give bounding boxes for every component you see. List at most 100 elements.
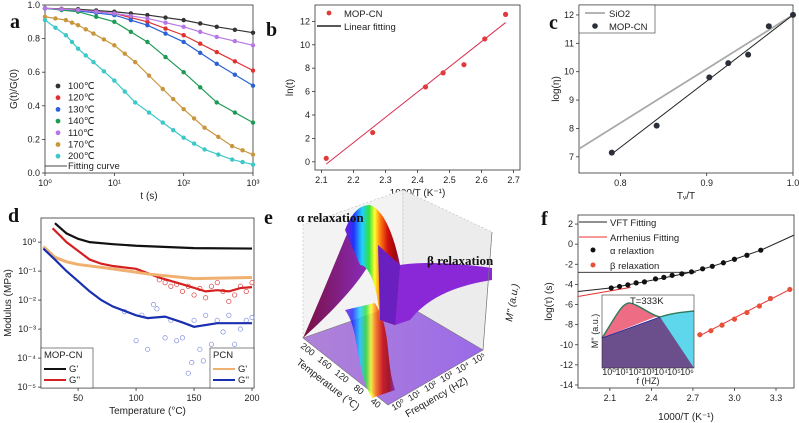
data-point-2 [232,72,238,77]
data-point-4 [214,34,219,40]
data-point-3 [145,39,150,45]
data-point [725,60,732,67]
surface-mid [378,245,400,325]
legend-marker [55,83,61,89]
x-axis-label: Temperature (°C) [109,406,186,417]
plot-frame [44,4,254,174]
legend-label: 120℃ [68,93,95,104]
plot-frame [578,4,794,174]
data-point-0 [163,15,168,20]
data-point-4 [250,43,256,48]
y-tick-label: -4 [565,279,573,289]
temperature-tick-label: 40 [369,396,383,410]
panel-e-3d-surface: α relaxation β relaxation M'' (a.u.) Tem… [294,189,522,420]
x-tick-label: 2.4 [411,175,424,185]
data-point [608,149,615,156]
panel-label-f: f [541,208,548,230]
scatter-point-1 [232,292,238,298]
plot-frame [40,217,255,389]
x-tick-label: 2.7 [687,393,700,403]
legend-title: MOP-CN [44,350,83,361]
beta-point [767,295,774,302]
data-point-6 [229,157,235,162]
x-tick-label: 2.1 [604,393,617,403]
data-point-3 [112,19,117,24]
data-point-4 [59,7,64,12]
y-tick-label: 0.6 [27,67,40,77]
inset-fit-curve [601,302,695,339]
data-point-4 [145,16,150,21]
scatter-point-1 [179,288,186,294]
scatter-point-1 [249,280,255,286]
alpha-point [661,274,667,280]
data-point-6 [133,100,138,105]
y-axis-label: Modulus (MPa) [3,269,14,337]
legend-marker [55,153,61,159]
data-point-2 [181,39,186,45]
legend-label: 130℃ [68,104,95,115]
x-axis-label: Tᵥ/T [677,191,695,202]
panel-c-viscosity-plot: 0.8 0.9 1.0 7 8 9 10 11 12 Tᵥ/T log(η) SiO2 MOP-CN [551,4,799,202]
z-axis [482,231,493,351]
beta-point [697,332,703,338]
panel-label-c: c [549,12,558,34]
x-axis-label: t (s) [140,191,157,202]
temperature-tick-label: 80 [352,383,366,397]
inset-title: T=333K [630,296,664,307]
alpha-point [744,252,750,258]
data-point-0 [198,21,203,26]
legend-box [578,4,656,34]
data-point-6 [91,59,96,65]
data-point-6 [53,25,58,30]
legend-marker [55,95,61,101]
y-tick-label: 7 [569,152,574,162]
data-point-6 [63,33,69,38]
data-point [461,62,467,68]
data-point-5 [160,86,165,92]
x-tick-label: 50 [73,393,83,403]
legend-label: 140℃ [68,116,95,127]
scatter-point-3 [145,346,151,352]
x-tick-label: 2.6 [475,175,488,185]
data-point-5 [191,116,197,121]
scatter-point-3 [232,341,238,347]
x-tick-label: 2.3 [379,175,392,185]
panel-d-modulus-plot: 50 100 150 200 10⁰ 10⁻¹ 10⁻² 10⁻³ 10⁻⁴ 10⁻⁵ Temper… [3,217,260,417]
legend-marker [326,10,332,16]
alpha-point [688,269,695,275]
inset-frame [601,294,695,369]
data-point-4 [75,7,81,13]
y-tick-label: 12 [300,16,310,26]
inset-beta-area [660,311,694,368]
scatter-point-3 [249,315,255,321]
legend-label: 110℃ [68,128,94,139]
y-tick-label: 0.8 [27,34,40,44]
data-point-6 [146,110,152,115]
data-point-3 [128,29,134,35]
data-point-5 [181,106,186,112]
data-point-5 [133,59,138,65]
scatter-point-3 [197,346,203,352]
legend-marker [590,262,596,268]
y-tick-label: 9 [569,95,574,105]
data-point-5 [69,20,75,25]
y-tick-label: 2 [568,219,573,229]
alpha-point [731,256,738,262]
data-point-5 [202,125,207,130]
data-point-4 [232,38,238,44]
data-point-5 [146,73,152,78]
scatter-point-3 [189,360,195,366]
x-tick-label: 3.3 [770,393,783,403]
data-point-0 [214,24,219,30]
alpha-point [669,272,675,278]
x-tick-label: 150 [187,393,202,403]
legend-label: 200℃ [68,151,95,162]
data-point-5 [112,43,117,48]
data-point-4 [112,11,117,16]
data-point-6 [122,89,127,94]
inset-x-tick-label: 10³ [641,367,654,377]
y-tick-label: 0.2 [27,134,40,144]
x-tick-label: 1.0 [787,178,799,188]
floor-rainbow-band [345,303,395,398]
